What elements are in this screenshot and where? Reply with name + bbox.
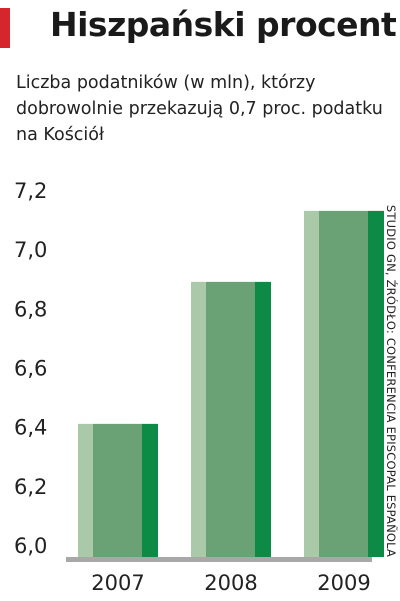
- y-tick-label: 6,2: [14, 475, 47, 499]
- x-category-label: 2009: [317, 571, 370, 595]
- page-title: Hiszpański procent: [50, 5, 397, 44]
- bar-segment-dark: [368, 210, 384, 557]
- bar-segment-light: [78, 423, 93, 557]
- source-credit: STUDIO GN, ŹRÓDŁO: CONFERENCIA EPISCOPAL…: [384, 196, 398, 566]
- x-axis: [66, 557, 372, 562]
- y-tick-label: 6,6: [14, 357, 47, 381]
- source-credit-text: STUDIO GN, ŹRÓDŁO: CONFERENCIA EPISCOPAL…: [384, 204, 398, 558]
- x-category-label: 2007: [91, 571, 144, 595]
- y-tick-label: 7,0: [14, 238, 47, 262]
- bar-2007: [78, 423, 158, 557]
- bar-segment-dark: [142, 423, 158, 557]
- bar-segment-mid: [93, 423, 142, 557]
- y-tick-label: 7,2: [14, 179, 47, 203]
- x-category-label: 2008: [204, 571, 257, 595]
- y-tick-label: 6,8: [14, 297, 47, 321]
- bar-segment-mid: [206, 281, 255, 557]
- bar-segment-light: [304, 210, 319, 557]
- bar-segment-mid: [319, 210, 368, 557]
- bar-segment-light: [191, 281, 206, 557]
- bar-chart: 6,0 6,2 6,4 6,6 6,8 7,0 7,2 2007 2008 2009: [14, 179, 384, 595]
- y-tick-label: 6,4: [14, 416, 47, 440]
- bar-2009: [304, 210, 384, 557]
- bar-segment-dark: [255, 281, 271, 557]
- chart-subtitle: Liczba podatników (w mln), którzy dobrow…: [16, 73, 383, 145]
- y-tick-label: 6,0: [14, 534, 47, 558]
- title-accent-bar: [0, 8, 10, 48]
- bar-2008: [191, 281, 271, 557]
